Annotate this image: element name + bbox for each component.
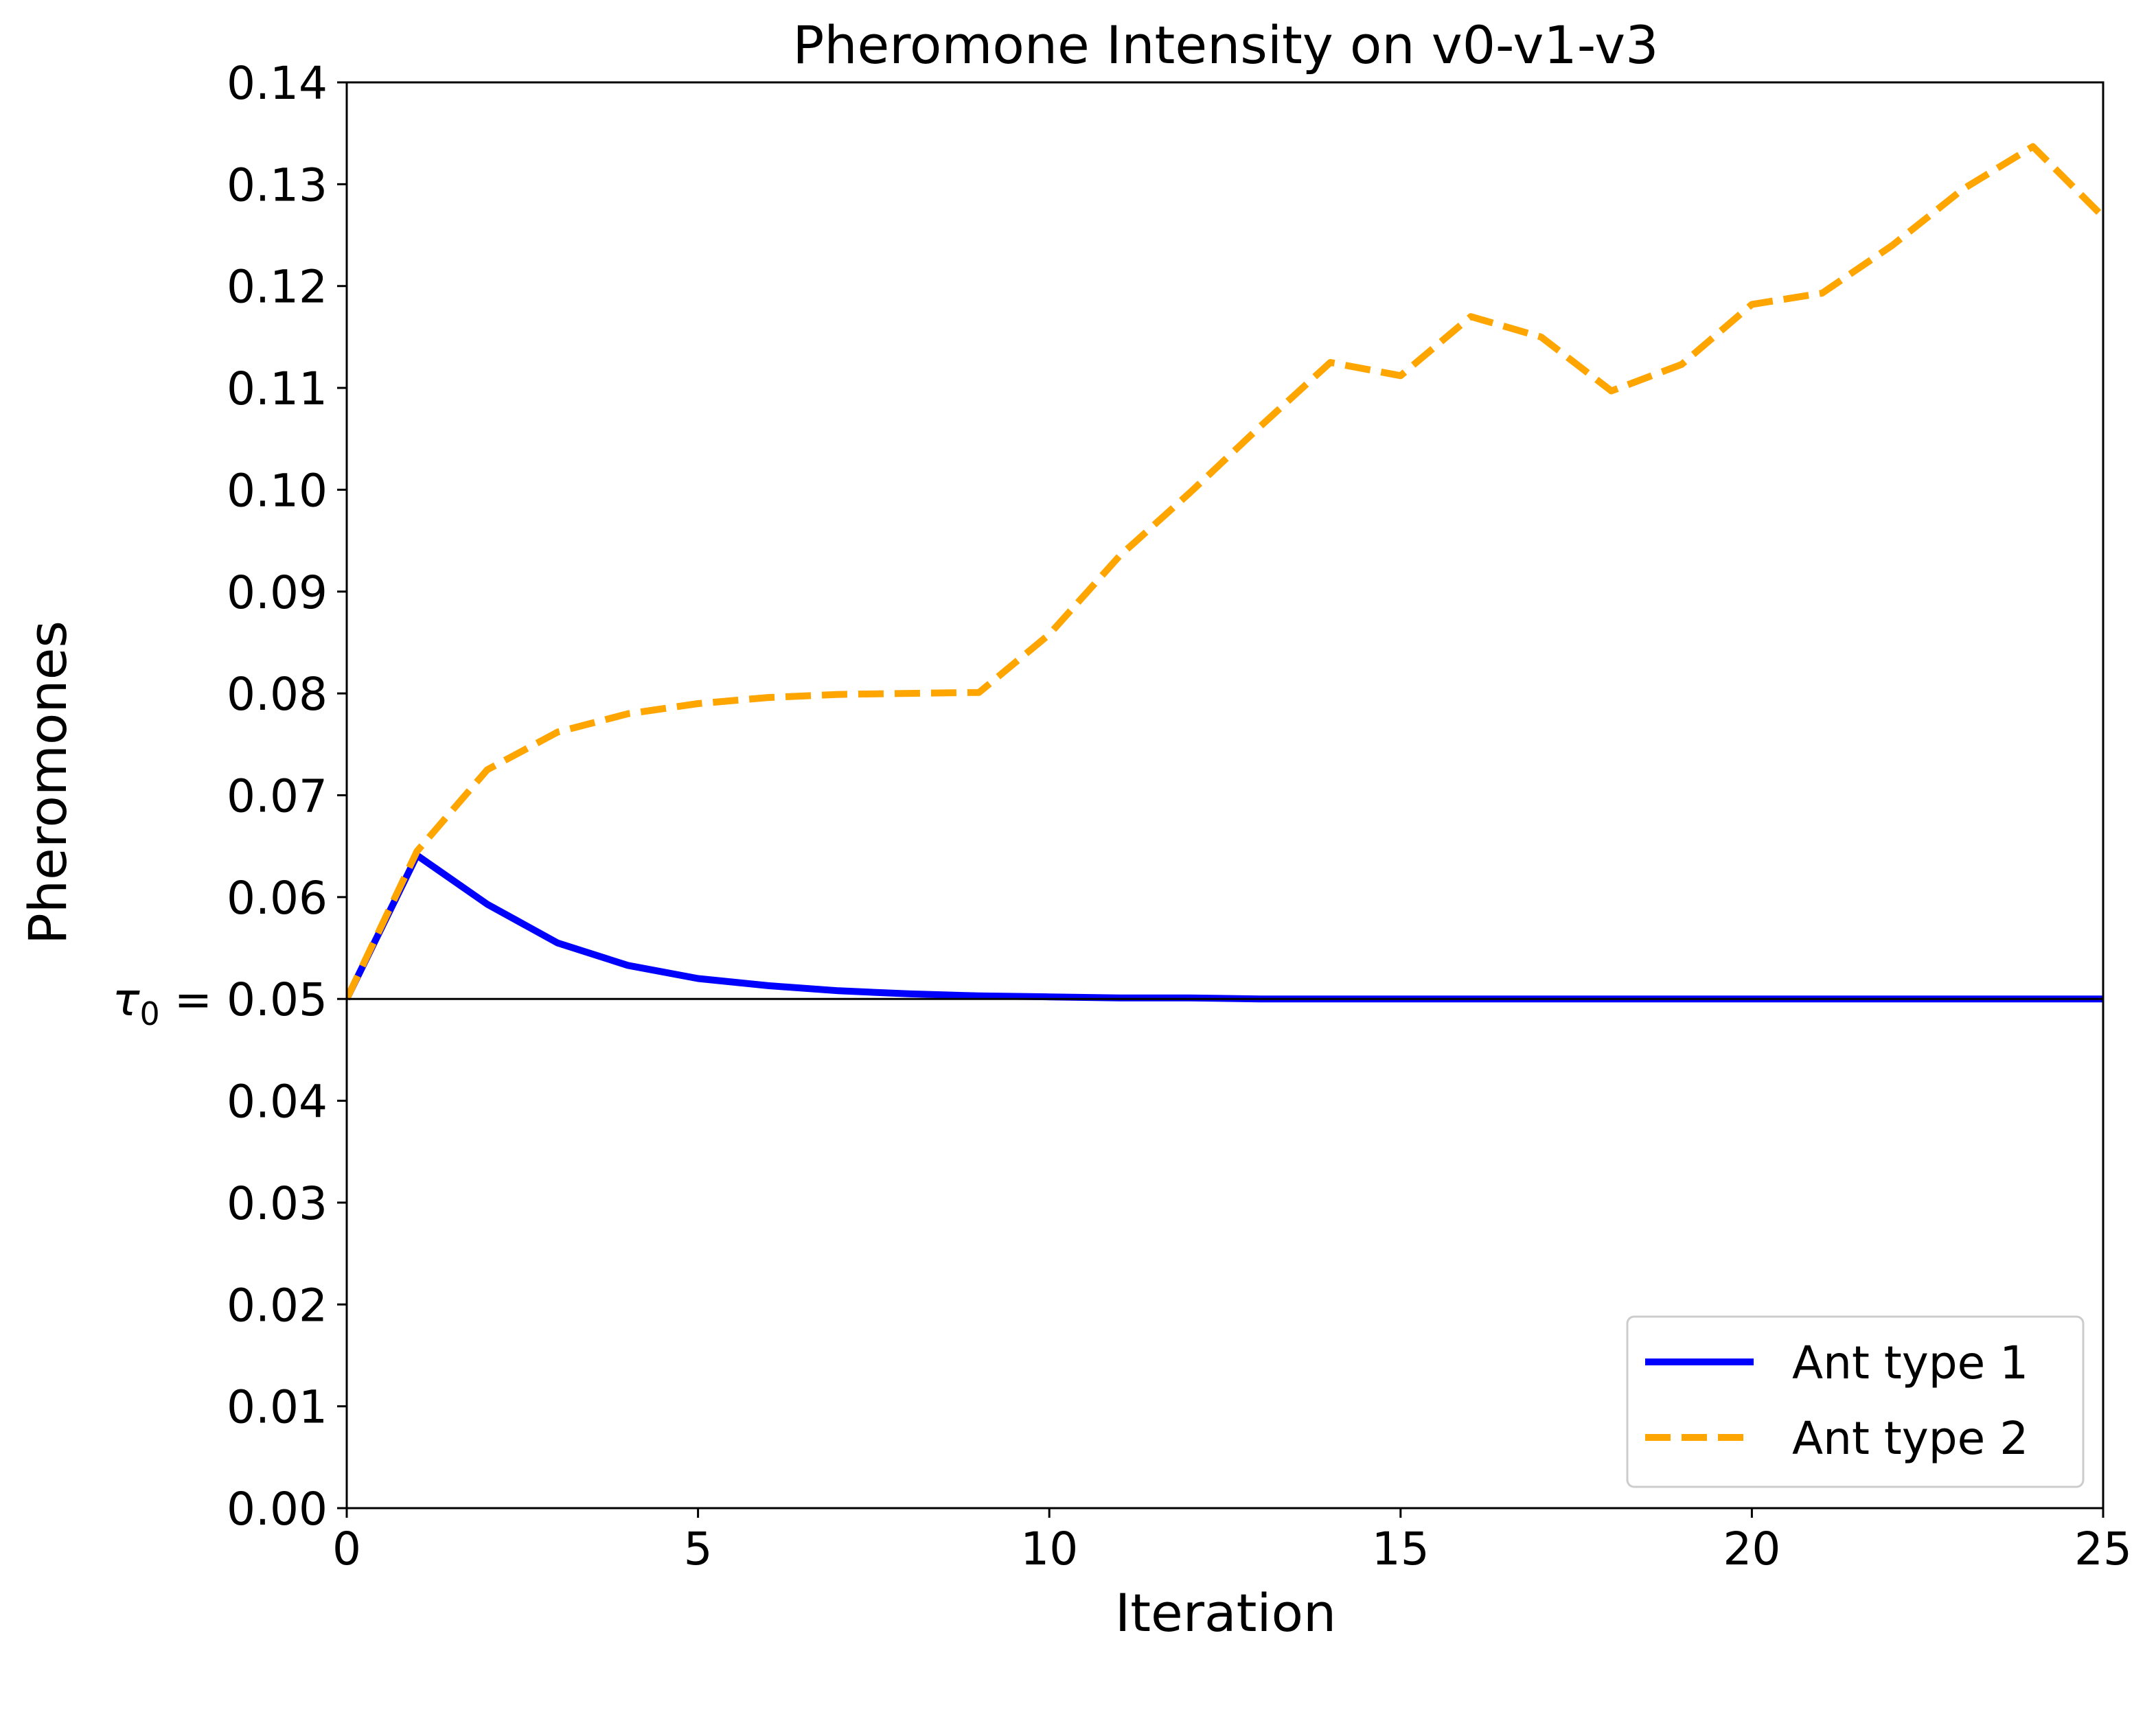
x-tick-label: 15 [1372, 1523, 1430, 1575]
legend: Ant type 1 Ant type 2 [1626, 1315, 2085, 1488]
plot-frame [345, 81, 2105, 1510]
plot-area: 0 5 10 15 20 25 0.00 0.01 0.02 0.03 0.04 0.06 0.07 0.… [113, 57, 2132, 1575]
y-tick-label: 0.12 [227, 261, 328, 314]
tau-value: = 0.05 [160, 973, 328, 1026]
x-axis-label: Iteration [1115, 1582, 1336, 1643]
y-tick-label: 0.14 [227, 57, 328, 110]
chart-title: Pheromone Intensity on v0-v1-v3 [793, 14, 1659, 76]
series-group [347, 143, 2103, 1003]
y-tick-label: 0.08 [227, 668, 328, 721]
x-tick-label: 0 [332, 1523, 361, 1575]
tau-symbol: τ [113, 973, 141, 1026]
legend-label-1: Ant type 1 [1792, 1337, 2028, 1389]
reference-line-label: τ0 = 0.05 [113, 973, 328, 1032]
y-tick-label: 0.10 [227, 464, 328, 517]
tau-subscript: 0 [140, 995, 160, 1032]
y-tick-label: 0.06 [227, 872, 328, 925]
y-tick-label: 0.03 [227, 1177, 328, 1230]
legend-label-2: Ant type 2 [1792, 1412, 2028, 1465]
y-tick-label: 0.13 [227, 159, 328, 211]
y-tick-label: 0.09 [227, 566, 328, 619]
y-tick-label: 0.07 [227, 770, 328, 823]
x-tick-label: 20 [1723, 1523, 1780, 1575]
y-tick-label: 0.11 [227, 362, 328, 415]
x-tick-label: 25 [2074, 1523, 2132, 1575]
y-tick-label: 0.02 [227, 1279, 328, 1332]
y-tick-label: 0.01 [227, 1381, 328, 1434]
series-line-2 [347, 143, 2103, 1001]
series-line-1 [347, 852, 2103, 1003]
y-tick-label: 0.04 [227, 1076, 328, 1129]
x-tick-label: 5 [684, 1523, 713, 1575]
x-tick-label: 10 [1020, 1523, 1078, 1575]
y-tick-label: 0.00 [227, 1483, 328, 1536]
y-axis-label: Pheromones [17, 621, 78, 945]
